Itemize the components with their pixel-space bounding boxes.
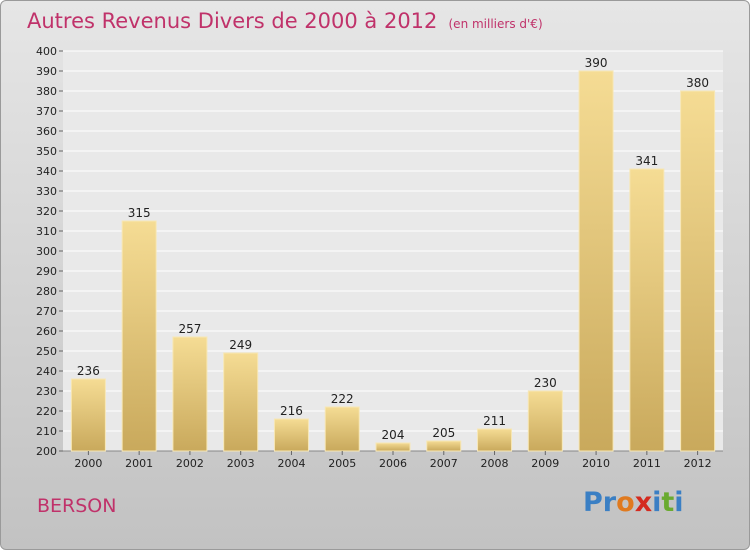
bar-value-label: 380 [686,76,709,90]
bar-value-label: 222 [331,392,354,406]
logo-letter: i [652,487,662,518]
logo-letter: o [616,487,635,518]
logo-letter: t [661,487,675,518]
bar [578,70,614,452]
bar [70,378,106,452]
y-tick-label: 270 [36,305,57,318]
bar-value-label: 315 [128,206,151,220]
bar [172,336,208,452]
y-tick-label: 390 [36,65,57,78]
bar [121,220,157,452]
unit-note: (en milliers d'€) [448,17,543,31]
y-tick-label: 280 [36,285,57,298]
bar [324,406,360,452]
y-tick-label: 320 [36,205,57,218]
title-text: Autres Revenus Divers de 2000 à 2012 [27,9,438,33]
place-name: BERSON [37,495,117,517]
bar-value-label: 204 [382,428,405,442]
y-tick-label: 230 [36,385,57,398]
y-tick-label: 370 [36,105,57,118]
bar-value-label: 257 [178,322,201,336]
bar-value-label: 205 [432,426,455,440]
y-tick-label: 300 [36,245,57,258]
logo-letter: P [583,487,603,518]
x-tick-label: 2005 [328,457,356,470]
x-tick-label: 2007 [430,457,458,470]
bar-value-label: 230 [534,376,557,390]
y-tick-label: 360 [36,125,57,138]
bar-value-label: 216 [280,404,303,418]
bar [273,418,309,452]
bar [426,440,462,452]
bar [477,428,513,452]
bar [223,352,259,452]
logo-letter: i [674,487,684,518]
y-tick-label: 210 [36,425,57,438]
y-tick-label: 380 [36,85,57,98]
bar-value-label: 211 [483,414,506,428]
x-tick-label: 2000 [74,457,102,470]
x-tick-label: 2011 [633,457,661,470]
y-tick-label: 400 [36,45,57,58]
logo-letter: r [602,487,617,518]
chart-title: Autres Revenus Divers de 2000 à 2012 (en… [27,9,543,33]
x-tick-label: 2004 [277,457,305,470]
y-tick-label: 260 [36,325,57,338]
bar-value-label: 236 [77,364,100,378]
x-tick-label: 2006 [379,457,407,470]
y-tick-label: 330 [36,185,57,198]
x-tick-label: 2002 [176,457,204,470]
bar [680,90,716,452]
bar [629,168,665,452]
y-tick-label: 340 [36,165,57,178]
y-tick-label: 220 [36,405,57,418]
x-tick-label: 2008 [481,457,509,470]
y-tick-label: 200 [36,445,57,458]
bar [375,442,411,452]
y-tick-label: 310 [36,225,57,238]
y-tick-label: 350 [36,145,57,158]
x-tick-label: 2009 [531,457,559,470]
y-tick-label: 290 [36,265,57,278]
bar-value-label: 390 [585,56,608,70]
bar-value-label: 341 [635,154,658,168]
x-tick-label: 2001 [125,457,153,470]
x-tick-label: 2003 [227,457,255,470]
logo-letter: x [634,487,653,518]
x-tick-label: 2010 [582,457,610,470]
x-tick-label: 2012 [684,457,712,470]
bar-value-label: 249 [229,338,252,352]
bar [527,390,563,452]
proxiti-logo: Proxiti [583,487,684,518]
y-tick-label: 240 [36,365,57,378]
y-tick-label: 250 [36,345,57,358]
